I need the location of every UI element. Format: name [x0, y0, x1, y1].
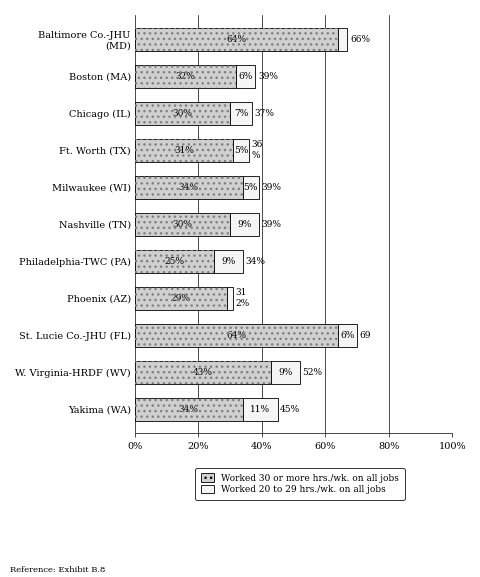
Bar	[227, 287, 233, 310]
Bar	[134, 28, 337, 51]
Bar	[134, 398, 242, 421]
Text: Reference: Exhibit B.8: Reference: Exhibit B.8	[10, 566, 105, 574]
Bar	[134, 175, 242, 198]
Bar	[229, 213, 258, 235]
Bar	[134, 213, 229, 235]
Bar	[337, 28, 347, 51]
Text: 9%: 9%	[221, 257, 235, 265]
Text: 32%: 32%	[175, 72, 195, 81]
Text: 45%: 45%	[279, 404, 300, 414]
Text: 30%: 30%	[172, 108, 192, 118]
Bar	[236, 65, 255, 88]
Bar	[337, 324, 356, 347]
Text: 34%: 34%	[245, 257, 264, 265]
Text: 43%: 43%	[192, 368, 213, 377]
Bar	[134, 138, 233, 162]
Bar	[134, 102, 229, 125]
Text: 39%: 39%	[261, 220, 280, 228]
Bar	[134, 213, 229, 235]
Bar	[134, 28, 337, 51]
Bar	[134, 250, 214, 273]
Text: 34%: 34%	[179, 404, 198, 414]
Text: 6%: 6%	[238, 72, 252, 81]
Text: 66%: 66%	[349, 35, 369, 43]
Bar	[134, 65, 236, 88]
Bar	[242, 175, 258, 198]
Bar	[134, 361, 271, 384]
Text: 64%: 64%	[226, 331, 246, 340]
Text: 39%: 39%	[257, 72, 277, 81]
Text: 5%: 5%	[233, 145, 248, 155]
Text: 29%: 29%	[170, 294, 191, 303]
Text: 36
%: 36 %	[251, 140, 263, 160]
Text: 9%: 9%	[278, 368, 292, 377]
Bar	[134, 102, 229, 125]
Text: 25%: 25%	[164, 257, 184, 265]
Bar	[271, 361, 299, 384]
Text: 6%: 6%	[339, 331, 354, 340]
Bar	[134, 361, 271, 384]
Bar	[134, 65, 236, 88]
Bar	[233, 138, 249, 162]
Bar	[134, 287, 227, 310]
Text: 31
2%: 31 2%	[235, 288, 250, 308]
Text: 34%: 34%	[179, 183, 198, 192]
Bar	[134, 175, 242, 198]
Text: 30%: 30%	[172, 220, 192, 228]
Text: 69: 69	[359, 331, 370, 340]
Bar	[134, 398, 242, 421]
Text: 5%: 5%	[243, 183, 257, 192]
Text: 37%: 37%	[254, 108, 274, 118]
Bar	[134, 324, 337, 347]
Text: 9%: 9%	[237, 220, 251, 228]
Text: 39%: 39%	[261, 183, 280, 192]
Bar	[242, 398, 277, 421]
Bar	[134, 324, 337, 347]
Bar	[134, 287, 227, 310]
Bar	[134, 138, 233, 162]
Legend: Worked 30 or more hrs./wk. on all jobs, Worked 20 to 29 hrs./wk. on all jobs: Worked 30 or more hrs./wk. on all jobs, …	[195, 468, 404, 500]
Bar	[134, 250, 214, 273]
Bar	[229, 102, 252, 125]
Text: 52%: 52%	[302, 368, 322, 377]
Text: 7%: 7%	[233, 108, 248, 118]
Text: 31%: 31%	[174, 145, 193, 155]
Bar	[214, 250, 242, 273]
Text: 11%: 11%	[250, 404, 270, 414]
Text: 64%: 64%	[226, 35, 246, 43]
